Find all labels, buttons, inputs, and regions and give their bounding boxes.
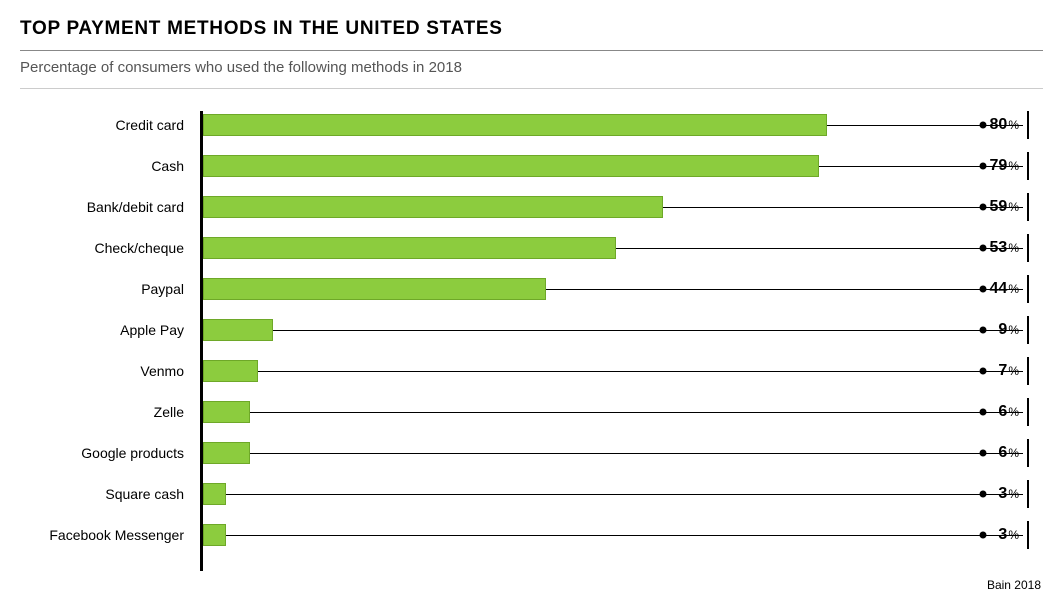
bar-value-suffix: % <box>1008 200 1019 214</box>
bar-baseline <box>203 453 1023 454</box>
bar-value: 3 <box>998 485 1007 503</box>
bar-rect <box>203 442 250 464</box>
bar-value-group: 80% <box>990 111 1029 139</box>
bar-label: Square cash <box>30 486 200 502</box>
bar-value: 53 <box>990 239 1008 257</box>
bar-value-suffix: % <box>1008 446 1019 460</box>
bar-value: 6 <box>998 444 1007 462</box>
bar-end-dot <box>980 368 987 375</box>
bar-label: Cash <box>30 158 200 174</box>
bar-baseline <box>203 371 1023 372</box>
bar-value-suffix: % <box>1008 528 1019 542</box>
bar-end-tick <box>1027 521 1029 549</box>
bar-label: Venmo <box>30 363 200 379</box>
bar-end-tick <box>1027 316 1029 344</box>
bar-end-dot <box>980 409 987 416</box>
bar-end-tick <box>1027 480 1029 508</box>
bar-end-dot <box>980 163 987 170</box>
bar-value-group: 53% <box>990 234 1029 262</box>
bar-value: 44 <box>990 280 1008 298</box>
bar-end-dot <box>980 204 987 211</box>
bar-label: Credit card <box>30 117 200 133</box>
bar-value-suffix: % <box>1008 118 1019 132</box>
bar-value-suffix: % <box>1008 323 1019 337</box>
bar-end-tick <box>1027 234 1029 262</box>
chart-title: TOP PAYMENT METHODS IN THE UNITED STATES <box>20 18 1043 51</box>
bar-value: 3 <box>998 526 1007 544</box>
bar-rect <box>203 360 258 382</box>
bar-value-group: 3% <box>998 521 1029 549</box>
bar-row: Apple Pay9% <box>200 316 1023 344</box>
bar-row: Zelle6% <box>200 398 1023 426</box>
bar-row: Google products6% <box>200 439 1023 467</box>
bar-end-tick <box>1027 398 1029 426</box>
bar-row: Cash79% <box>200 152 1023 180</box>
bar-rect <box>203 278 546 300</box>
chart-plot-area: Credit card80% Cash79% Bank/debit card59% C… <box>200 111 1023 571</box>
bar-row: Check/cheque53% <box>200 234 1023 262</box>
bar-value-suffix: % <box>1008 241 1019 255</box>
bar-end-dot <box>980 245 987 252</box>
bar-value-group: 6% <box>998 439 1029 467</box>
chart-credit: Bain 2018 <box>987 578 1041 592</box>
bar-end-tick <box>1027 193 1029 221</box>
bar-label: Google products <box>30 445 200 461</box>
bar-label: Zelle <box>30 404 200 420</box>
bar-rect <box>203 319 273 341</box>
bar-value-suffix: % <box>1008 364 1019 378</box>
bar-rect <box>203 401 250 423</box>
bar-value-suffix: % <box>1008 487 1019 501</box>
bar-end-dot <box>980 532 987 539</box>
bar-value: 59 <box>990 198 1008 216</box>
bar-value-group: 59% <box>990 193 1029 221</box>
bar-value-group: 9% <box>998 316 1029 344</box>
bar-baseline <box>203 330 1023 331</box>
bar-end-dot <box>980 491 987 498</box>
bar-label: Facebook Messenger <box>30 527 200 543</box>
bar-value: 6 <box>998 403 1007 421</box>
bar-value-group: 3% <box>998 480 1029 508</box>
bar-end-dot <box>980 122 987 129</box>
chart-container: TOP PAYMENT METHODS IN THE UNITED STATES… <box>0 0 1063 600</box>
bar-value: 79 <box>990 157 1008 175</box>
bar-rect <box>203 237 616 259</box>
bar-value-suffix: % <box>1008 282 1019 296</box>
bar-rect <box>203 114 827 136</box>
bar-end-tick <box>1027 152 1029 180</box>
bar-rect <box>203 196 663 218</box>
bar-end-dot <box>980 327 987 334</box>
bar-row: Venmo7% <box>200 357 1023 385</box>
bar-end-tick <box>1027 439 1029 467</box>
bar-value: 80 <box>990 116 1008 134</box>
bar-row: Paypal44% <box>200 275 1023 303</box>
bar-row: Credit card80% <box>200 111 1023 139</box>
bar-label: Check/cheque <box>30 240 200 256</box>
bar-rect <box>203 483 226 505</box>
bar-value-group: 6% <box>998 398 1029 426</box>
bar-row: Bank/debit card59% <box>200 193 1023 221</box>
bar-value-suffix: % <box>1008 405 1019 419</box>
bar-end-tick <box>1027 275 1029 303</box>
bar-value-group: 79% <box>990 152 1029 180</box>
bar-end-tick <box>1027 357 1029 385</box>
bar-rect <box>203 524 226 546</box>
bar-baseline <box>203 535 1023 536</box>
bar-label: Bank/debit card <box>30 199 200 215</box>
bar-label: Paypal <box>30 281 200 297</box>
chart-subtitle: Percentage of consumers who used the fol… <box>20 51 1043 89</box>
bar-end-dot <box>980 286 987 293</box>
bar-value-group: 7% <box>998 357 1029 385</box>
bar-value: 7 <box>998 362 1007 380</box>
bar-end-tick <box>1027 111 1029 139</box>
bar-baseline <box>203 494 1023 495</box>
bar-value: 9 <box>998 321 1007 339</box>
bar-row: Square cash3% <box>200 480 1023 508</box>
bar-value-group: 44% <box>990 275 1029 303</box>
bar-rect <box>203 155 819 177</box>
bar-label: Apple Pay <box>30 322 200 338</box>
bar-row: Facebook Messenger3% <box>200 521 1023 549</box>
bar-value-suffix: % <box>1008 159 1019 173</box>
bar-baseline <box>203 412 1023 413</box>
bar-end-dot <box>980 450 987 457</box>
